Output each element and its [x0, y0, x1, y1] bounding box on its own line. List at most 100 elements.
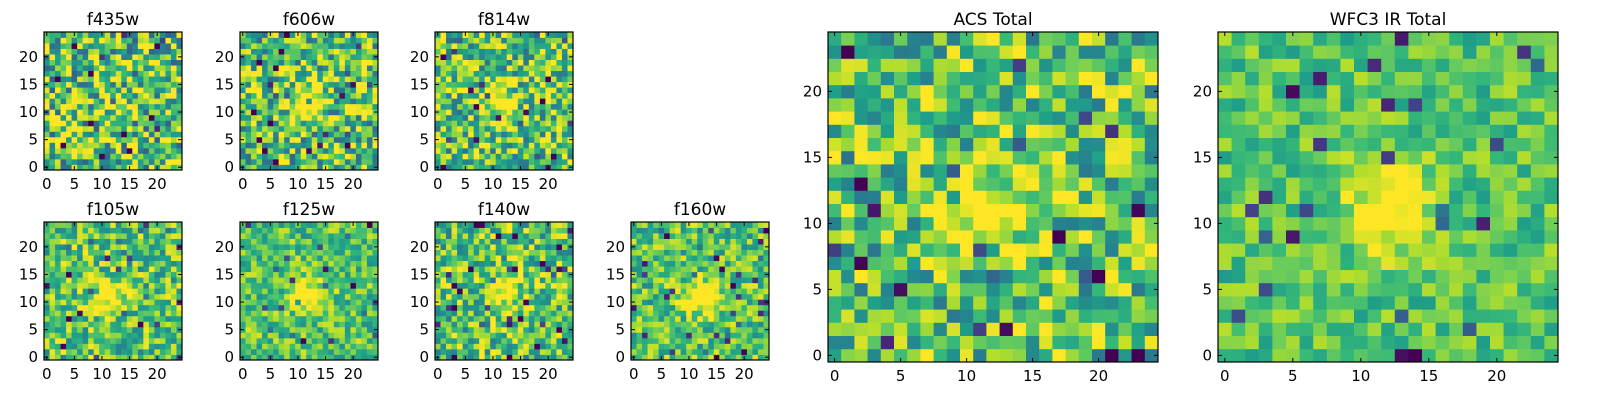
heatmap-cell — [446, 37, 452, 44]
heatmap-cell — [691, 249, 698, 256]
heatmap-cell — [262, 120, 268, 127]
heatmap-cell — [159, 43, 166, 49]
heatmap-cell — [55, 32, 61, 38]
heatmap-cell — [355, 222, 362, 228]
heatmap-cell — [44, 255, 50, 262]
heatmap-cell — [960, 296, 974, 310]
heatmap-cell — [339, 282, 346, 289]
heatmap-cell — [451, 321, 458, 328]
heatmap-cell — [300, 260, 307, 267]
heatmap-cell — [267, 233, 274, 239]
heatmap-cell — [115, 109, 122, 116]
heatmap-cell — [311, 147, 318, 154]
heatmap-cell — [440, 125, 447, 132]
heatmap-cell — [165, 337, 172, 344]
heatmap-cell — [545, 260, 552, 267]
heatmap-cell — [1105, 164, 1119, 178]
heatmap-cell — [473, 310, 480, 317]
heatmap-cell — [451, 114, 458, 121]
heatmap-cell — [137, 277, 144, 284]
heatmap-cell — [506, 266, 513, 273]
heatmap-cell — [333, 255, 340, 262]
heatmap-cell — [534, 103, 541, 110]
heatmap-cell — [495, 114, 502, 121]
heatmap-cell — [724, 304, 731, 311]
heatmap-cell — [631, 321, 637, 328]
heatmap-cell — [457, 142, 463, 149]
heatmap-cell — [88, 59, 95, 66]
heatmap-cell — [854, 190, 868, 204]
heatmap-cell — [479, 293, 486, 300]
heatmap-cell — [284, 255, 291, 262]
heatmap-cell — [372, 142, 379, 149]
heatmap-cell — [176, 233, 183, 239]
heatmap-cell — [126, 326, 133, 333]
heatmap-cell — [284, 282, 291, 289]
heatmap-cell — [479, 92, 486, 99]
heatmap-cell — [534, 354, 541, 361]
heatmap-cell — [506, 114, 513, 121]
heatmap-cell — [691, 348, 698, 355]
heatmap-cell — [148, 70, 155, 77]
heatmap-cell — [170, 343, 177, 350]
heatmap-cell — [317, 164, 324, 171]
heatmap-cell — [170, 147, 177, 154]
heatmap-cell — [49, 238, 56, 245]
heatmap-cell — [658, 288, 665, 295]
heatmap-cell — [328, 255, 335, 262]
heatmap-cell — [534, 227, 541, 234]
heatmap-cell — [517, 158, 524, 165]
heatmap-cell — [165, 227, 172, 234]
heatmap-cell — [556, 222, 563, 228]
heatmap-cell — [344, 310, 351, 317]
heatmap-cell — [506, 282, 513, 289]
heatmap-cell — [143, 348, 150, 355]
heatmap-cell — [289, 249, 296, 256]
heatmap-cell — [344, 255, 351, 262]
heatmap-cell — [506, 109, 513, 116]
heatmap-cell — [355, 114, 362, 121]
heatmap-cell — [479, 136, 486, 143]
heatmap-cell — [355, 326, 362, 333]
heatmap-cell — [691, 315, 698, 322]
heatmap-cell — [907, 256, 921, 270]
heatmap-cell — [841, 348, 855, 363]
heatmap-cell — [306, 48, 313, 55]
heatmap-cell — [484, 70, 491, 77]
heatmap-cell — [355, 43, 362, 49]
heatmap-cell — [545, 103, 552, 110]
heatmap-cell — [539, 43, 546, 49]
heatmap-cell — [528, 238, 535, 245]
heatmap-cell — [697, 354, 704, 361]
heatmap-cell — [99, 271, 106, 278]
heatmap-cell — [82, 76, 89, 83]
heatmap-cell — [636, 310, 643, 317]
heatmap-cell — [973, 348, 987, 363]
heatmap-cell — [539, 222, 546, 228]
heatmap-cell — [284, 92, 291, 99]
heatmap-cell — [350, 147, 357, 154]
heatmap-cell — [295, 348, 302, 355]
heatmap-cell — [528, 255, 535, 262]
heatmap-cell — [730, 238, 737, 245]
heatmap-cell — [735, 293, 742, 300]
heatmap-cell — [121, 131, 128, 138]
heatmap-cell — [317, 32, 324, 38]
heatmap-cell — [1118, 335, 1132, 350]
heatmap-cell — [300, 136, 307, 143]
heatmap-cell — [440, 332, 447, 339]
heatmap-cell — [457, 233, 463, 239]
heatmap-cell — [545, 321, 552, 328]
heatmap-cell — [724, 288, 731, 295]
heatmap-cell — [311, 348, 318, 355]
heatmap-cell — [468, 32, 475, 38]
heatmap-cell — [647, 348, 654, 355]
heatmap-cell — [77, 147, 84, 154]
heatmap-cell — [339, 81, 346, 88]
heatmap-cell — [946, 309, 961, 323]
heatmap-cell — [44, 103, 50, 110]
heatmap-cell — [137, 164, 144, 171]
heatmap-cell — [366, 249, 373, 256]
heatmap-cell — [88, 304, 95, 311]
